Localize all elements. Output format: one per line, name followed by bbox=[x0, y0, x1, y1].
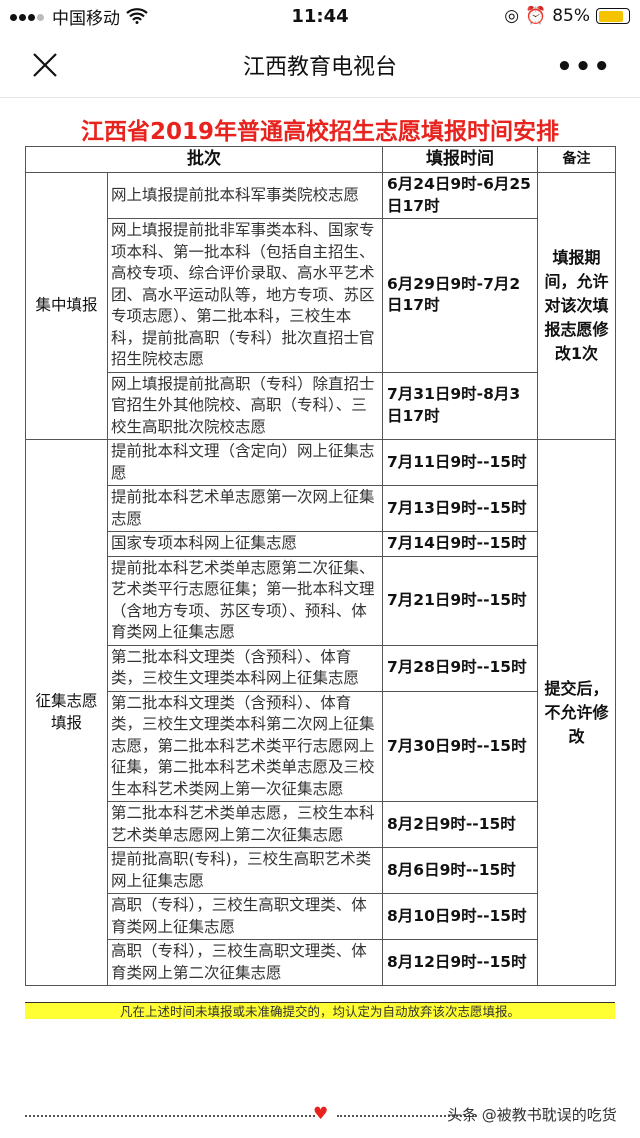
batch-item: 提前批本科艺术类单志愿第二次征集、艺术类平行志愿征集；第一批本科文理（含地方专项… bbox=[107, 555, 383, 646]
batch-item: 提前批高职(专科)，三校生高职艺术类网上征集志愿 bbox=[107, 847, 383, 894]
divider bbox=[337, 1115, 477, 1117]
table-row: 征集志愿填报 提前批本科文理（含定向）网上征集志愿 7月11日9时--15时 提交后，… bbox=[25, 439, 616, 986]
table-row: 高职（专科），三校生高职文理类、体育类网上征集志愿 8月10日9时--15时 bbox=[26, 893, 616, 940]
table-row: 高职（专科），三校生高职文理类、体育类网上第二次征集志愿 8月12日9时--15时 bbox=[26, 939, 616, 986]
notice-banner: 凡在上述时间未填报或未准确提交的，均认定为自动放弃该次志愿填报。 bbox=[25, 1002, 615, 1019]
alarm-icon: ⏰ bbox=[525, 6, 547, 26]
nav-bar: 江西教育电视台 ••• bbox=[0, 32, 640, 98]
fill-time: 8月12日9时--15时 bbox=[382, 939, 538, 986]
fill-time: 6月24日9时-6月25日17时 bbox=[382, 172, 538, 219]
batch-item: 提前批本科文理（含定向）网上征集志愿 bbox=[107, 439, 383, 486]
fill-time: 7月13日9时--15时 bbox=[382, 485, 538, 532]
table-row: 国家专项本科网上征集志愿 7月14日9时--15时 bbox=[26, 531, 616, 557]
fill-time: 6月29日9时-7月2日17时 bbox=[382, 218, 538, 373]
batch-item: 第二批本科文理类（含预科）、体育类，三校生文理类本科第二次网上征集志愿，第二批本… bbox=[107, 690, 383, 802]
batch-item: 第二批本科艺术类单志愿，三校生本科艺术类单志愿网上第二次征集志愿 bbox=[107, 801, 383, 848]
fill-time: 8月2日9时--15时 bbox=[382, 801, 538, 848]
group-remark: 提交后，不允许修改 bbox=[537, 439, 616, 986]
fill-time: 7月28日9时--15时 bbox=[382, 644, 538, 692]
carrier: 中国移动 bbox=[52, 8, 120, 29]
batch-item: 高职（专科），三校生高职文理类、体育类网上第二次征集志愿 bbox=[107, 939, 383, 986]
table-row: 集中填报 网上填报提前批本科军事类院校志愿 6月24日9时-6月25日17时 填报期间… bbox=[25, 172, 616, 440]
fill-time: 7月14日9时--15时 bbox=[382, 531, 538, 557]
more-icon[interactable]: ••• bbox=[556, 52, 612, 82]
battery-percent: 85% bbox=[552, 6, 590, 26]
group-remark: 填报期间，允许对该次填报志愿修改1次 bbox=[537, 172, 616, 440]
close-icon[interactable] bbox=[30, 50, 60, 80]
batch-item: 提前批本科艺术单志愿第一次网上征集志愿 bbox=[107, 485, 383, 532]
fill-time: 8月6日9时--15时 bbox=[382, 847, 538, 894]
group-name: 征集志愿填报 bbox=[25, 439, 108, 986]
fill-time: 7月21日9时--15时 bbox=[382, 555, 538, 646]
batch-item: 第二批本科文理类（含预科）、体育类，三校生文理类本科网上征集志愿 bbox=[107, 644, 383, 692]
header-note: 备注 bbox=[537, 146, 616, 173]
header-batch: 批次 bbox=[25, 146, 383, 173]
table-row: 第二批本科文理类（含预科）、体育类，三校生文理类本科第二次网上征集志愿，第二批本… bbox=[26, 690, 616, 802]
heart-icon: ♥ bbox=[313, 1104, 329, 1124]
nav-title: 江西教育电视台 bbox=[242, 54, 397, 80]
table-row: 第二批本科文理类（含预科）、体育类，三校生文理类本科网上征集志愿 7月28日9时-… bbox=[26, 644, 616, 692]
wifi-icon bbox=[126, 8, 148, 24]
signal-icon bbox=[10, 6, 46, 26]
clock: 11:44 bbox=[291, 5, 349, 27]
fill-time: 7月31日9时-8月3日17时 bbox=[382, 371, 538, 440]
battery-icon bbox=[596, 8, 630, 24]
table-row: 网上填报提前批非军事类本科、国家专项本科、第一批本科（包括自主招生、高校专项、综… bbox=[26, 218, 616, 373]
fill-time: 7月30日9时--15时 bbox=[382, 690, 538, 802]
group-name: 集中填报 bbox=[25, 172, 108, 440]
rotation-lock-icon: ◎ bbox=[504, 6, 520, 26]
header-time: 填报时间 bbox=[382, 146, 538, 173]
table-row: 提前批高职(专科)，三校生高职艺术类网上征集志愿 8月6日9时--15时 bbox=[26, 847, 616, 894]
table-row: 提前批本科艺术单志愿第一次网上征集志愿 7月13日9时--15时 bbox=[26, 485, 616, 532]
divider bbox=[25, 1115, 315, 1117]
status-bar: 中国移动 11:44 ◎ ⏰ 85% bbox=[0, 0, 640, 32]
batch-item: 网上填报提前批高职（专科）除直招士官招生外其他院校、高职（专科）、三校生高职批次… bbox=[107, 371, 383, 440]
fill-time: 7月11日9时--15时 bbox=[382, 439, 538, 486]
watermark: 头条 @被教书耽误的吃货 bbox=[447, 1106, 617, 1124]
fill-time: 8月10日9时--15时 bbox=[382, 893, 538, 940]
table-row: 第二批本科艺术类单志愿，三校生本科艺术类单志愿网上第二次征集志愿 8月2日9时--… bbox=[26, 801, 616, 848]
footer: ♥ 头条 @被教书耽误的吃货 bbox=[25, 1104, 625, 1126]
schedule-table: 批次 填报时间 备注 集中填报 网上填报提前批本科军事类院校志愿 6月24日9时-6… bbox=[25, 146, 616, 986]
batch-item: 国家专项本科网上征集志愿 bbox=[107, 531, 383, 557]
batch-item: 高职（专科），三校生高职文理类、体育类网上征集志愿 bbox=[107, 893, 383, 940]
table-row: 网上填报提前批高职（专科）除直招士官招生外其他院校、高职（专科）、三校生高职批次… bbox=[26, 371, 616, 440]
document-title: 江西省2019年普通高校招生志愿填报时间安排 bbox=[80, 119, 559, 145]
batch-item: 网上填报提前批非军事类本科、国家专项本科、第一批本科（包括自主招生、高校专项、综… bbox=[107, 218, 383, 373]
batch-item: 网上填报提前批本科军事类院校志愿 bbox=[107, 172, 383, 219]
table-row: 提前批本科艺术类单志愿第二次征集、艺术类平行志愿征集；第一批本科文理（含地方专项… bbox=[26, 555, 616, 646]
